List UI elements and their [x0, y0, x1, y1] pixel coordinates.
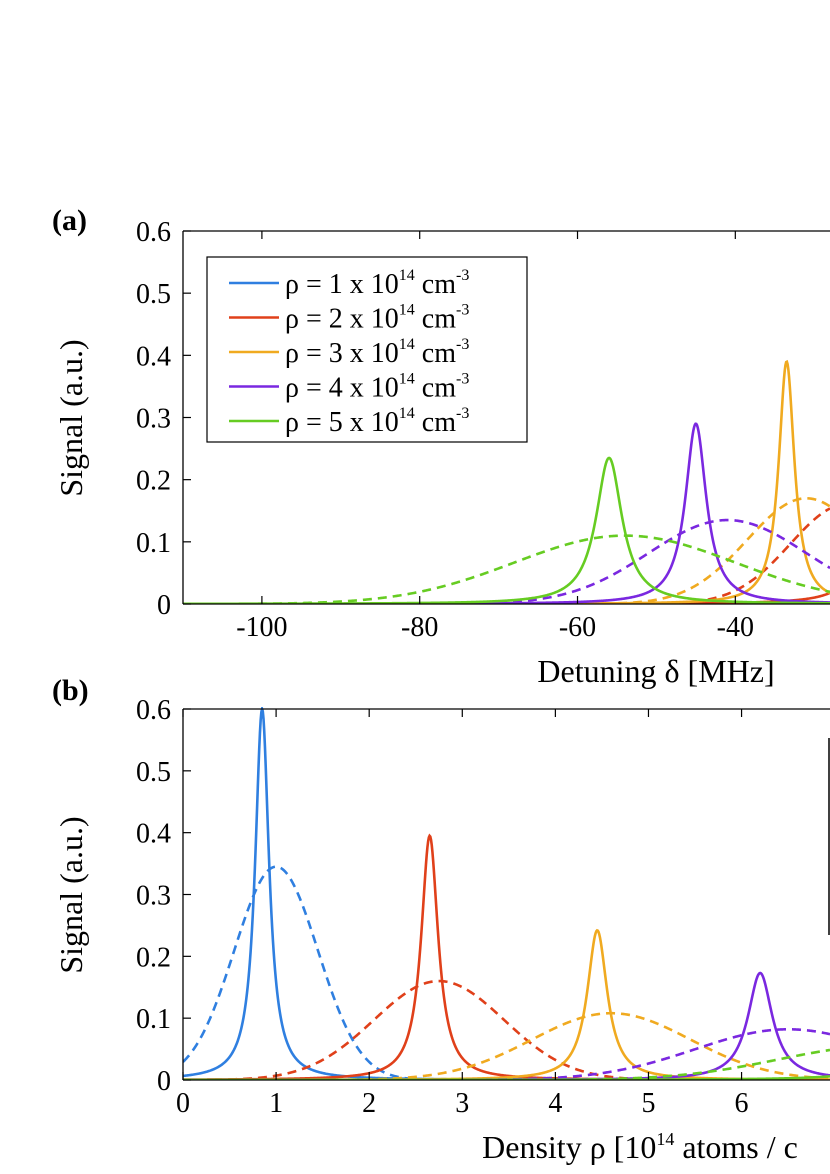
x-tick-label: -40: [717, 612, 754, 643]
x-tick-label: 6: [735, 1088, 749, 1119]
x-axis-title: Density ρ [1014 atoms / c: [482, 1129, 798, 1165]
legend-label: ρ = 1 x 1014 cm-3: [285, 267, 469, 300]
panel-b: 0 1 2 3 4 5 6 0 0.1 0.2 0.3 0.4 0.5 0.6 Signal (a.u.) D…: [52, 674, 830, 1165]
series-5-dashed-line: [183, 534, 830, 604]
panel-a: -100 -80 -60 -40 0 0.1 0.2 0.3 0.4 0.5 0.6 Signal (…: [52, 204, 830, 689]
y-axis-title: Signal (a.u.): [53, 339, 89, 496]
y-tick-label: 0.1: [136, 528, 171, 559]
x-tick-label: 5: [641, 1088, 655, 1119]
x-axis-title: Detuning δ [MHz]: [537, 653, 774, 689]
y-axis-title: Signal (a.u.): [53, 816, 89, 973]
panel-label: (b): [52, 674, 89, 707]
series-5-solid-line: [183, 456, 830, 604]
y-tick-label: 0.5: [136, 757, 171, 788]
y-tick-label: 0.3: [136, 404, 171, 435]
y-tick-label: 0.1: [136, 1004, 171, 1035]
series-4-solid-line: [183, 422, 830, 604]
x-tick-label: 2: [362, 1088, 376, 1119]
series-2-dashed-line: [183, 979, 830, 1080]
y-tick-label: 0.6: [136, 695, 171, 726]
x-tick-label: 1: [269, 1088, 283, 1119]
plot-area: [183, 707, 830, 1080]
x-tick-label: 0: [176, 1088, 190, 1119]
y-tick-label: 0.4: [136, 819, 171, 850]
y-tick-label: 0: [157, 590, 171, 621]
x-tick-label: 3: [455, 1088, 469, 1119]
legend-label: ρ = 4 x 1014 cm-3: [285, 371, 469, 404]
x-tick-label: -60: [559, 612, 596, 643]
legend-label: ρ = 5 x 1014 cm-3: [285, 405, 469, 438]
y-tick-label: 0.3: [136, 881, 171, 912]
y-tick-label: 0.2: [136, 466, 171, 497]
y-tick-label: 0.4: [136, 341, 171, 372]
series-3-dashed-line: [183, 497, 830, 604]
series-1-dashed-line: [183, 865, 830, 1080]
series-4-solid-line: [183, 971, 830, 1080]
x-tick-label: -100: [236, 612, 287, 643]
legend-label: ρ = 3 x 1014 cm-3: [285, 336, 469, 369]
x-tick-label: -80: [401, 612, 438, 643]
y-tick-label: 0.5: [136, 279, 171, 310]
series-1-solid-line: [183, 707, 830, 1080]
legend: ρ = 1 x 1014 cm-3ρ = 2 x 1014 cm-3ρ = 3 …: [206, 256, 528, 443]
panel-label: (a): [52, 204, 87, 237]
series-2-solid-line: [183, 833, 830, 1080]
y-tick-label: 0.6: [136, 217, 171, 248]
y-tick-label: 0.2: [136, 942, 171, 973]
legend-label: ρ = 2 x 1014 cm-3: [285, 302, 469, 335]
legend-box: [206, 256, 528, 443]
y-tick-label: 0: [157, 1066, 171, 1097]
x-tick-label: 4: [548, 1088, 562, 1119]
